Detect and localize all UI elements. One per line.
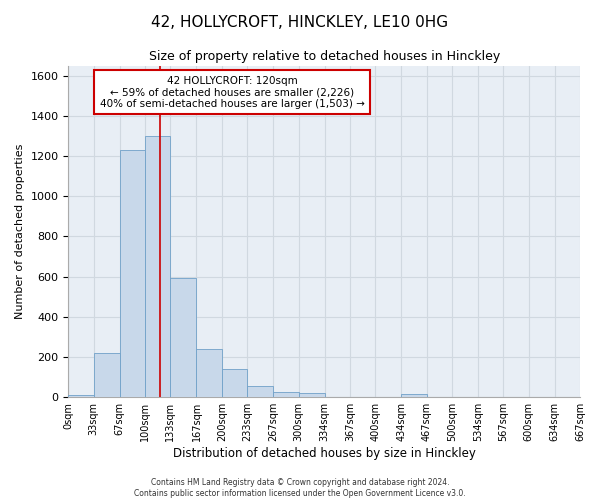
Bar	[145, 136, 170, 397]
Bar	[120, 150, 145, 397]
Bar	[170, 278, 196, 397]
X-axis label: Distribution of detached houses by size in Hinckley: Distribution of detached houses by size …	[173, 447, 476, 460]
Bar	[68, 395, 94, 397]
Bar	[222, 369, 247, 397]
Text: 42 HOLLYCROFT: 120sqm
← 59% of detached houses are smaller (2,226)
40% of semi-d: 42 HOLLYCROFT: 120sqm ← 59% of detached …	[100, 76, 365, 108]
Bar	[94, 353, 120, 397]
Text: 42, HOLLYCROFT, HINCKLEY, LE10 0HG: 42, HOLLYCROFT, HINCKLEY, LE10 0HG	[151, 15, 449, 30]
Bar	[247, 386, 273, 397]
Title: Size of property relative to detached houses in Hinckley: Size of property relative to detached ho…	[149, 50, 500, 63]
Text: Contains HM Land Registry data © Crown copyright and database right 2024.
Contai: Contains HM Land Registry data © Crown c…	[134, 478, 466, 498]
Y-axis label: Number of detached properties: Number of detached properties	[15, 144, 25, 319]
Bar	[196, 349, 222, 397]
Bar	[401, 394, 427, 397]
Bar	[273, 392, 299, 397]
Bar	[299, 393, 325, 397]
